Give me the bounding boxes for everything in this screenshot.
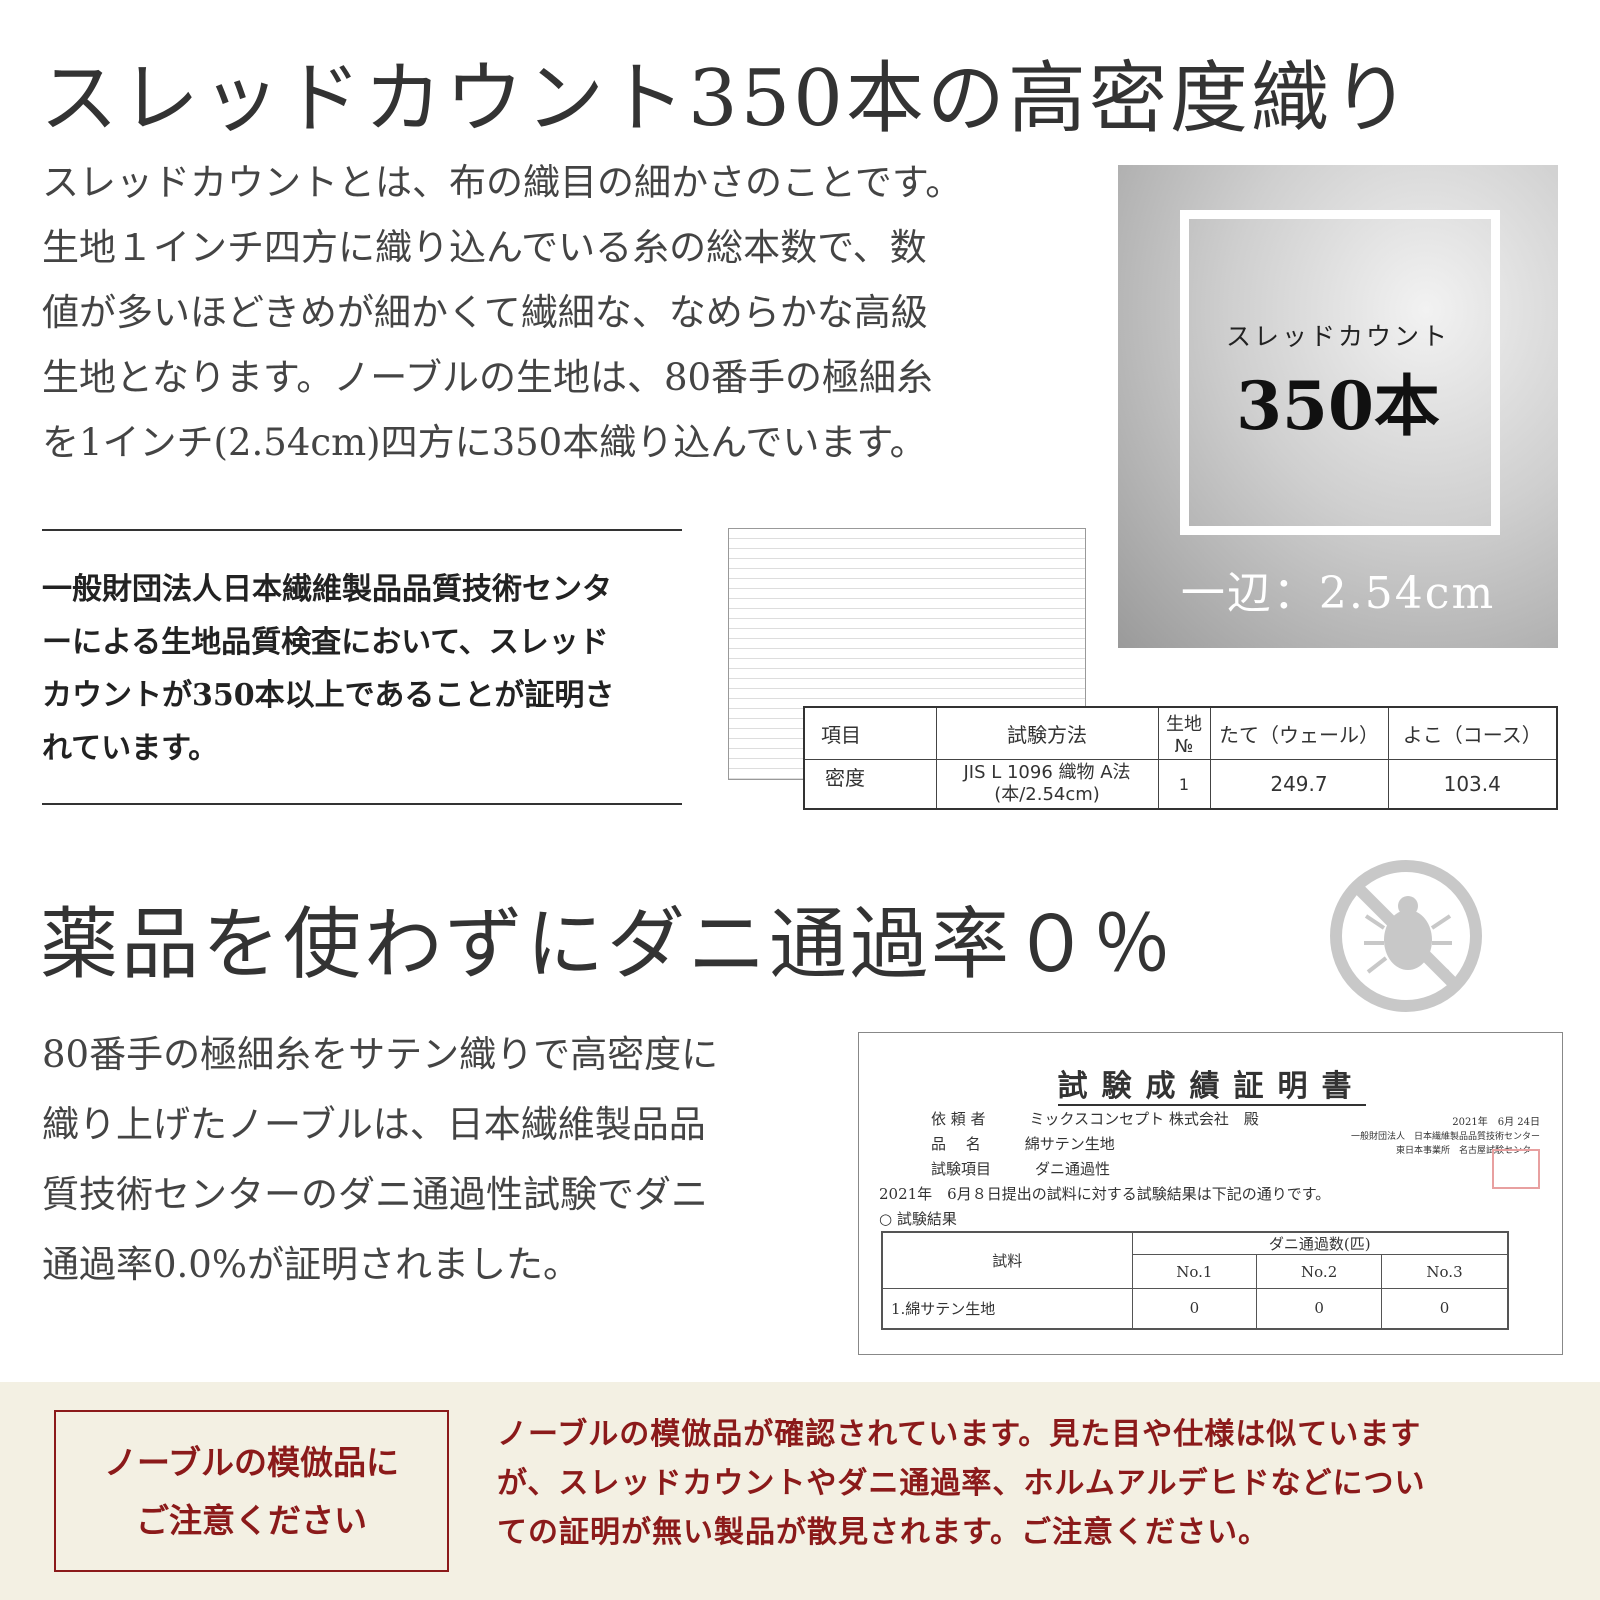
photo-label: スレッドカウント: [1225, 322, 1450, 351]
mite-results-table: 試料 ダニ通過数(匹) No.1 No.2 No.3 1.綿サテン生地 0 0 0: [881, 1231, 1509, 1330]
header-cell: No.3: [1381, 1254, 1509, 1289]
density-table: 項目 試験方法 生地№ たて（ウェール） よこ（コース） 密度 JIS L 10…: [803, 706, 1558, 810]
paragraph-line: 値が多いほどきめが細かくて繊細な、なめらかな高級: [42, 291, 928, 334]
header-cell: たて（ウェール）: [1209, 706, 1389, 760]
cell: 0: [1131, 1288, 1258, 1329]
inch-frame: [1180, 210, 1500, 535]
cert-line: カウントが350本以上であることが証明さ: [42, 678, 615, 713]
seal-stamp: [1492, 1149, 1540, 1189]
header-cell: 項目: [803, 706, 937, 760]
warning-line: ノーブルの模倣品が確認されています。見た目や仕様は似ています: [497, 1417, 1422, 1452]
paragraph-line: 通過率0.0%が証明されました。: [42, 1243, 580, 1286]
label: 依 頼 者: [931, 1110, 986, 1128]
divider: [42, 529, 682, 531]
table-header-row: 項目 試験方法 生地№ たて（ウェール） よこ（コース）: [803, 706, 1558, 760]
certificate-title: 試験成績証明書: [859, 1061, 1564, 1106]
warning-text: ノーブルの模倣品が確認されています。見た目や仕様は似ています が、スレッドカウン…: [497, 1410, 1426, 1557]
warning-box-line: ご注意ください: [136, 1501, 367, 1540]
cell: 103.4: [1387, 759, 1558, 810]
warning-line: ての証明が無い製品が散見されます。ご注意ください。: [497, 1515, 1269, 1550]
threadcount-paragraph: スレッドカウントとは、布の織目の細かさのことです。 生地１インチ四方に織り込んで…: [42, 150, 962, 475]
mite-paragraph: 80番手の極細糸をサテン織りで高密度に 織り上げたノーブルは、日本繊維製品品 質…: [42, 1020, 718, 1300]
statement: 2021年 6月８日提出の試料に対する試験結果は下記の通りです。: [879, 1185, 1331, 1203]
paragraph-line: 質技術センターのダニ通過性試験でダニ: [42, 1173, 708, 1216]
divider: [42, 803, 682, 805]
cell: 密度: [803, 759, 937, 810]
header-cell: 試験方法: [935, 706, 1159, 760]
value: ミックスコンセプト 株式会社 殿: [1029, 1110, 1259, 1128]
photo-side-length: 一辺：2.54cm: [1180, 568, 1496, 619]
method: JIS L 1096 織物 A法: [963, 762, 1131, 783]
cell: JIS L 1096 織物 A法 (本/2.54cm): [935, 759, 1159, 810]
warning-box: ノーブルの模倣品に ご注意ください: [54, 1410, 449, 1572]
value: 綿サテン生地: [1024, 1135, 1115, 1153]
header-cell: ダニ通過数(匹): [1131, 1231, 1509, 1255]
cert-line: 一般財団法人日本繊維製品品質技術センタ: [42, 572, 612, 607]
paragraph-line: 80番手の極細糸をサテン織りで高密度に: [42, 1033, 719, 1076]
paragraph-line: 生地となります。ノーブルの生地は、80番手の極細糸: [42, 356, 934, 399]
cert-line: れています。: [42, 731, 219, 766]
warning-line: が、スレッドカウントやダニ通過率、ホルムアルデヒドなどについ: [497, 1466, 1426, 1501]
header-cell: No.2: [1256, 1254, 1383, 1289]
date: 2021年 6月 24日: [1452, 1117, 1540, 1128]
cell: 0: [1256, 1288, 1383, 1329]
cell: 249.7: [1209, 759, 1389, 810]
label: 品 名: [931, 1135, 981, 1153]
unit: (本/2.54cm): [994, 784, 1100, 805]
certificate-title-text: 試験成績証明書: [1057, 1069, 1366, 1106]
section1-title: スレッドカウント350本の高密度織り: [40, 54, 1413, 144]
header-cell: よこ（コース）: [1387, 706, 1558, 760]
header-cell: No.1: [1131, 1254, 1258, 1289]
cert-line: ーによる生地品質検査において、スレッド: [42, 625, 609, 660]
warning-band: [0, 1382, 1600, 1600]
cell: 1.綿サテン生地: [881, 1288, 1133, 1329]
office: 東日本事業所 名古屋試験センター: [1395, 1146, 1540, 1156]
test-certificate: 試験成績証明書 依 頼 者ミックスコンセプト 株式会社 殿 品 名綿サテン生地 …: [858, 1032, 1563, 1355]
paragraph-line: 生地１インチ四方に織り込んでいる糸の総本数で、数: [42, 226, 927, 269]
table-row: 密度 JIS L 1096 織物 A法 (本/2.54cm) 1 249.7 10…: [803, 759, 1558, 810]
results-label: ○ 試験結果: [879, 1210, 957, 1228]
table-row: 1.綿サテン生地 0 0 0: [881, 1288, 1509, 1329]
cell: 1: [1157, 759, 1211, 810]
issuer: 一般財団法人 日本繊維製品品質技術センター: [1350, 1132, 1540, 1142]
label: 試験項目: [931, 1160, 992, 1178]
certification-text: 一般財団法人日本繊維製品品質技術センタ ーによる生地品質検査において、スレッド …: [42, 563, 614, 775]
paragraph-line: を1インチ(2.54cm)四方に350本織り込んでいます。: [42, 421, 927, 464]
value: ダニ通過性: [1035, 1160, 1111, 1178]
paragraph-line: スレッドカウントとは、布の織目の細かさのことです。: [42, 161, 963, 204]
photo-count: 350本: [1236, 367, 1440, 445]
header-cell: 生地№: [1157, 706, 1211, 760]
fabric-photo: スレッドカウント 350本 一辺：2.54cm: [1118, 165, 1558, 648]
header-cell: 試料: [881, 1231, 1133, 1289]
paragraph-line: 織り上げたノーブルは、日本繊維製品品: [42, 1103, 706, 1146]
warning-box-line: ノーブルの模倣品に: [103, 1443, 400, 1482]
section2-title: 薬品を使わずにダニ通過率０％: [40, 900, 1175, 990]
no-mite-icon: [1330, 860, 1482, 1012]
cell: 0: [1381, 1288, 1509, 1329]
